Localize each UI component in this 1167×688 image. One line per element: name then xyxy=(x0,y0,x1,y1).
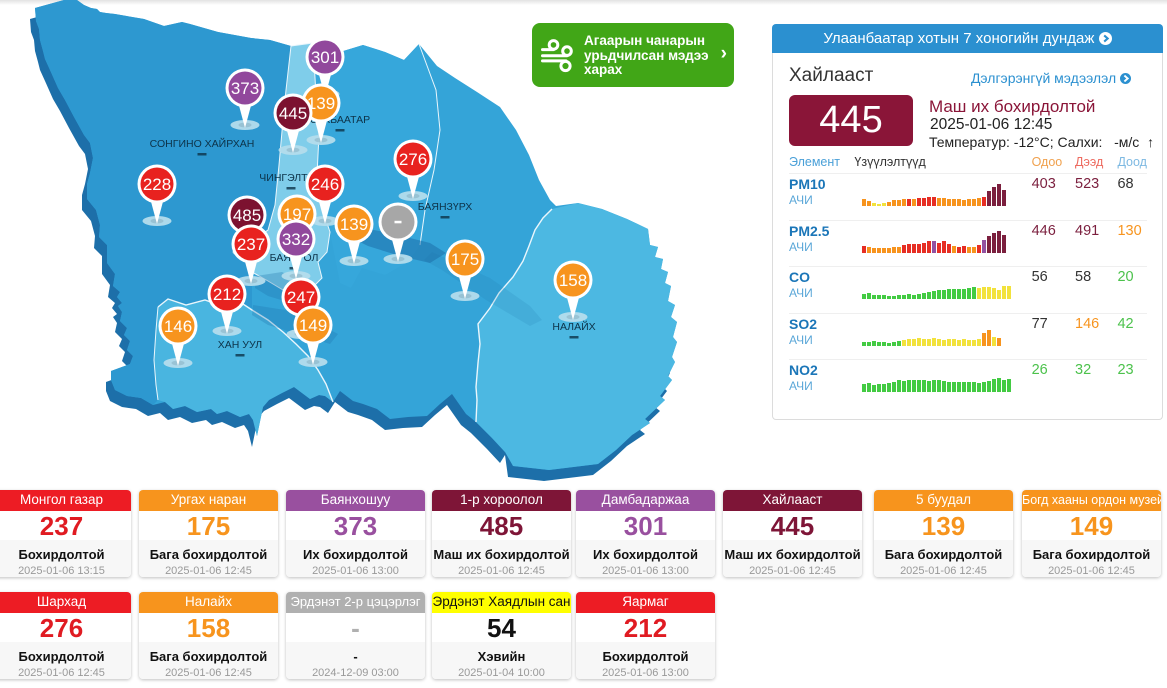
svg-text:ХАН УУЛ: ХАН УУЛ xyxy=(218,339,262,351)
svg-text:228: 228 xyxy=(143,175,171,194)
svg-text:485: 485 xyxy=(233,206,261,225)
svg-text:237: 237 xyxy=(237,235,265,254)
svg-text:332: 332 xyxy=(282,230,310,249)
svg-text:212: 212 xyxy=(213,285,241,304)
svg-text:175: 175 xyxy=(451,250,479,269)
svg-text:БАЯНЗҮРХ: БАЯНЗҮРХ xyxy=(418,201,473,213)
svg-text:СОНГИНО ХАЙРХАН: СОНГИНО ХАЙРХАН xyxy=(150,137,255,150)
svg-text:445: 445 xyxy=(279,104,307,123)
svg-text:149: 149 xyxy=(299,316,327,335)
svg-text:146: 146 xyxy=(164,317,192,336)
svg-text:276: 276 xyxy=(399,150,427,169)
svg-text:301: 301 xyxy=(311,48,339,67)
svg-text:246: 246 xyxy=(311,175,339,194)
svg-text:247: 247 xyxy=(287,288,315,307)
svg-text:139: 139 xyxy=(307,94,335,113)
svg-text:373: 373 xyxy=(231,79,259,98)
svg-text:197: 197 xyxy=(283,205,311,224)
svg-text:НАЛАЙХ: НАЛАЙХ xyxy=(552,320,595,333)
svg-text:139: 139 xyxy=(340,215,368,234)
svg-text:158: 158 xyxy=(559,271,587,290)
